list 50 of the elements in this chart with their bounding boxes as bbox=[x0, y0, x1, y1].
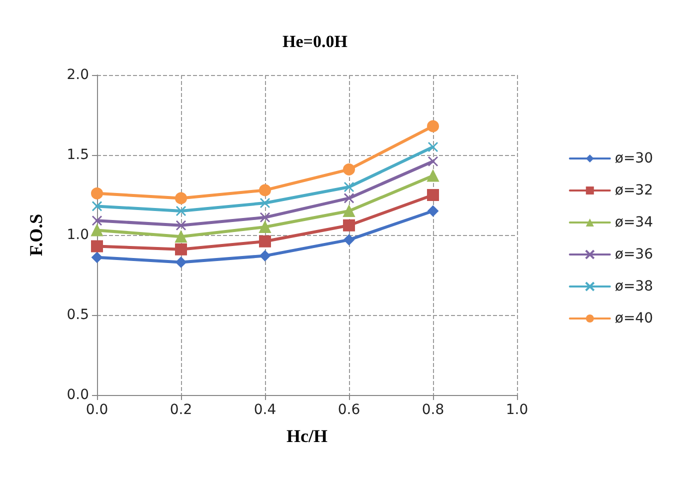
point bbox=[91, 240, 103, 252]
legend-label: ø=36 bbox=[614, 246, 654, 262]
x-tick-label: 0.8 bbox=[422, 402, 444, 418]
point bbox=[175, 243, 187, 256]
y-tick-label: 0.5 bbox=[66, 307, 89, 323]
point bbox=[259, 184, 271, 196]
point bbox=[343, 163, 355, 176]
legend-label: ø=30 bbox=[614, 150, 654, 166]
x-tick-label: 0.4 bbox=[254, 402, 276, 418]
x-axis-title: Hc/H bbox=[286, 426, 328, 446]
point bbox=[427, 189, 439, 201]
point bbox=[92, 200, 102, 212]
point bbox=[176, 256, 186, 268]
point bbox=[260, 198, 270, 208]
point bbox=[91, 224, 103, 236]
point bbox=[260, 250, 270, 262]
legend-label: ø=38 bbox=[614, 278, 654, 294]
point bbox=[428, 156, 438, 167]
legend-label: ø=40 bbox=[614, 310, 654, 326]
x-tick-label: 0.2 bbox=[170, 402, 192, 418]
point bbox=[428, 206, 438, 216]
point bbox=[259, 235, 271, 248]
y-tick-label: 1.5 bbox=[66, 147, 89, 163]
chart-title: He=0.0H bbox=[282, 32, 348, 51]
point bbox=[91, 187, 103, 200]
y-tick-label: 1.0 bbox=[66, 227, 89, 243]
point bbox=[427, 170, 439, 182]
point bbox=[175, 230, 187, 243]
point bbox=[344, 192, 354, 204]
point bbox=[260, 212, 270, 223]
point bbox=[427, 120, 439, 132]
point bbox=[176, 220, 186, 231]
x-tick-label: 0.0 bbox=[86, 402, 108, 418]
y-tick-label: 0.0 bbox=[66, 387, 89, 403]
point bbox=[344, 182, 354, 192]
x-tick-label: 1.0 bbox=[506, 402, 528, 418]
y-axis-title: F.O.S bbox=[26, 214, 46, 256]
legend-label: ø=32 bbox=[614, 182, 654, 198]
point bbox=[343, 219, 355, 232]
x-tick-label: 0.6 bbox=[338, 402, 360, 418]
legend-label: ø=34 bbox=[614, 214, 654, 230]
point bbox=[92, 252, 102, 263]
point bbox=[175, 192, 187, 204]
y-tick-label: 2.0 bbox=[66, 67, 89, 83]
point bbox=[259, 221, 271, 233]
point bbox=[428, 142, 438, 152]
point bbox=[343, 205, 355, 217]
point bbox=[92, 215, 102, 226]
point bbox=[176, 206, 186, 216]
point bbox=[344, 234, 354, 246]
